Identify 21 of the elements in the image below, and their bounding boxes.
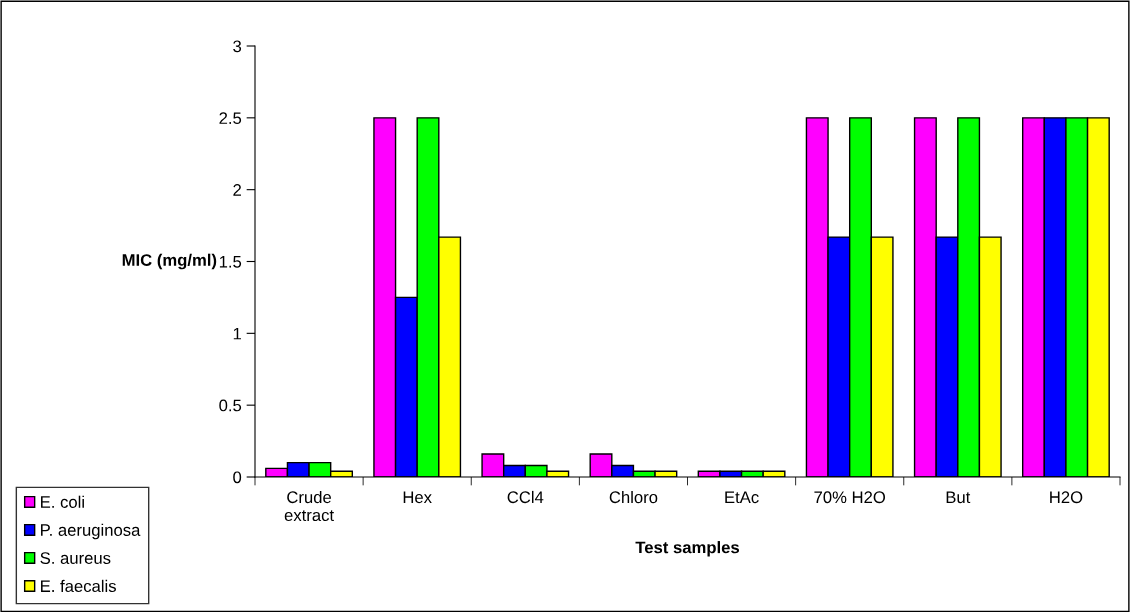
x-tick-label: Chloro <box>609 490 658 504</box>
legend-label: P. aeruginosa <box>41 523 141 540</box>
x-tick-label: EtAc <box>725 491 759 504</box>
x-tick-label: CCl4 <box>507 490 544 504</box>
y-tick-label: 1.5 <box>219 256 242 268</box>
x-tick-label: H2O <box>1050 491 1083 504</box>
x-axis-title: Test samples <box>635 541 740 557</box>
x-tick-label: Hex <box>403 491 432 504</box>
y-tick-label: 1 <box>233 327 241 340</box>
y-tick-label: 0.5 <box>219 399 242 412</box>
legend-label: E. faecalis <box>41 579 116 593</box>
x-tick-label: But <box>946 491 971 504</box>
y-tick-label: 2 <box>233 184 241 196</box>
x-tick-label: Crude extract <box>284 490 334 522</box>
x-tick-label: 70% H2O <box>814 491 886 504</box>
y-tick-label: 0 <box>233 471 242 484</box>
y-axis-title: MIC (mg/ml) <box>122 253 217 270</box>
y-tick-label: 3 <box>233 40 242 53</box>
legend-label: S. aureus <box>40 552 111 564</box>
legend-label: E. coli <box>41 495 84 508</box>
y-tick-label: 2.5 <box>219 112 242 125</box>
